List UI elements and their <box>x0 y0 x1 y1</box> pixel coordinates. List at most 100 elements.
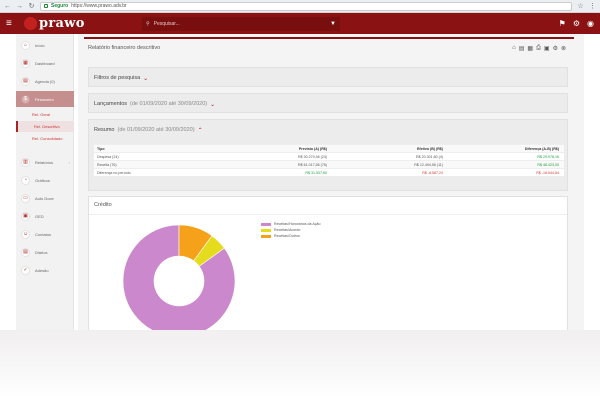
menu-icon[interactable]: ⋮ <box>589 3 596 10</box>
legend-label: Receitas/Acordo <box>274 228 301 232</box>
sidebar-item-label: Gráficos <box>35 177 50 183</box>
folder-icon: ▣ <box>21 211 30 221</box>
lancamentos-panel[interactable]: Lançamentos (de 01/09/2020 até 30/09/202… <box>88 93 568 113</box>
column-header: Tipo <box>97 146 105 151</box>
calendar-icon: ▤ <box>21 76 30 86</box>
logo[interactable]: prawo <box>24 16 142 31</box>
sidebar-item-label: GED <box>35 213 44 219</box>
sidebar-subitem-rel-consolidado[interactable]: Rel. Consolidado <box>16 133 74 144</box>
save-icon[interactable]: ▣ <box>543 46 550 52</box>
sidebar-item-label: Adesão <box>35 267 49 273</box>
donut-chart <box>122 224 236 330</box>
home-icon[interactable]: ⌂ <box>512 45 516 51</box>
donut-slice[interactable] <box>122 224 236 330</box>
legend-swatch <box>261 234 271 238</box>
search-icon: ⚲ <box>146 20 150 27</box>
donut-slice[interactable] <box>178 224 213 262</box>
secure-label: Seguro <box>51 3 69 9</box>
table-row: Receita (76) R$ 61.017,56 (76) R$ 12.494… <box>94 160 564 168</box>
notifications-icon[interactable]: ⚑ <box>558 19 566 28</box>
search-input[interactable]: Pesquisar... <box>153 20 180 27</box>
sidebar-item-label: Relatórios <box>35 159 54 165</box>
table-header-row: Tipo Previsto (A) (R$) Efetivo (B) (R$) … <box>94 144 564 152</box>
table-cell: R$ 48.423,00 <box>537 162 559 167</box>
resumo-header[interactable]: Resumo (de 01/09/2020 até 30/09/2020) ⌃ <box>89 120 567 140</box>
back-icon[interactable]: ← <box>4 2 11 10</box>
main-content: Relatório financeiro descritivo ⌂ ▤ ▦ ⎙ … <box>78 34 584 330</box>
sidebar-subitem-rel-geral[interactable]: Rel. Geral <box>16 109 74 120</box>
filters-header[interactable]: Filtros de pesquisa ⌄ <box>89 68 567 88</box>
sidebar-item-label: Financeiro <box>35 96 54 102</box>
hamburger-icon[interactable]: ≡ <box>6 18 12 29</box>
dollar-icon: $ <box>21 94 30 104</box>
sidebar-subitem-label: Rel. Geral <box>32 112 51 117</box>
header-divider <box>84 37 574 39</box>
sidebar: ⌂ Início ▦ Dashboard ▤ Agenda (0) $ Fina… <box>16 34 74 330</box>
lancamentos-range: (de 01/09/2020 até 30/09/2020) <box>130 101 208 107</box>
legend-item[interactable]: Receitas/Acordo <box>261 227 321 233</box>
signup-icon: ✓ <box>21 265 30 275</box>
browser-bar: ← → ↻ Seguro https://www.prawo.adv.br ☆ … <box>0 0 600 13</box>
chart-title: Crédito <box>94 202 112 208</box>
excel-icon[interactable]: ▦ <box>527 46 534 52</box>
chevron-down-icon: ⌄ <box>143 75 149 82</box>
legend-item[interactable]: Receitas/Honorários da Ação <box>261 221 321 227</box>
table-cell: R$ -18.544,84 <box>536 170 559 175</box>
contacts-icon: ☺ <box>21 229 30 239</box>
sidebar-item-label: Início <box>35 42 45 48</box>
chevron-up-icon: ⌃ <box>197 127 203 134</box>
sidebar-item-inicio[interactable]: ⌂ Início <box>16 37 74 53</box>
toolbar: ⌂ ▤ ▦ ⎙ ▣ ⚙ ⊗ <box>512 45 566 52</box>
table-cell: R$ 20.301,80 (4) <box>416 154 443 159</box>
app-header: ≡ prawo ⚲ Pesquisar... ▼ ⚑ ⚙ ◉ <box>0 13 600 34</box>
header-icons: ⚑ ⚙ ◉ <box>559 19 594 28</box>
forward-icon[interactable]: → <box>16 2 23 10</box>
table-cell: Receita (76) <box>97 162 117 167</box>
reload-icon[interactable]: ↻ <box>28 3 35 10</box>
url-text: https://www.prawo.adv.br <box>71 3 127 9</box>
pdf-icon[interactable]: ▤ <box>518 46 525 52</box>
sidebar-item-adesao[interactable]: ✓ Adesão <box>16 262 74 278</box>
table-cell: Despesa (24) <box>97 154 119 159</box>
chevron-right-icon: › <box>68 159 70 165</box>
lancamentos-title: Lançamentos <box>94 101 128 107</box>
filters-panel[interactable]: Filtros de pesquisa ⌄ <box>88 67 568 87</box>
table-row: Diferença no período R$ 31.537,60 R$ -8.… <box>94 168 564 176</box>
sidebar-item-auto-doce[interactable]: ▭ Auto Doce <box>16 190 74 206</box>
user-icon[interactable]: ◉ <box>587 19 594 28</box>
sidebar-item-financeiro[interactable]: $ Financeiro ▾ <box>16 91 74 107</box>
column-header: Efetivo (B) (R$) <box>417 146 443 151</box>
sidebar-item-relatorios[interactable]: ▥ Relatórios › <box>16 154 74 170</box>
sidebar-item-label: Agenda (0) <box>35 78 55 84</box>
close-icon[interactable]: ⊗ <box>560 46 566 52</box>
lancamentos-header[interactable]: Lançamentos (de 01/09/2020 até 30/09/202… <box>89 94 567 114</box>
sidebar-subitem-rel-descritivo[interactable]: Rel. Descritivo <box>16 121 74 132</box>
sidebar-item-graficos[interactable]: ◔ Gráficos <box>16 172 74 188</box>
chart-legend: Receitas/Honorários da Ação Receitas/Acor… <box>261 221 321 239</box>
resumo-title: Resumo <box>94 127 115 133</box>
document-icon: ▭ <box>21 193 30 203</box>
table-cell: R$ -8.587,24 <box>422 170 443 175</box>
legend-item[interactable]: Receitas/Outros <box>261 233 321 239</box>
logo-text: prawo <box>39 16 85 31</box>
settings-icon[interactable]: ⚙ <box>572 19 581 28</box>
column-header: Diferença (A-B) (R$) <box>524 146 559 151</box>
table-row: Despesa (24) R$ 30.279,46 (24) R$ 20.301… <box>94 152 564 160</box>
search-bar[interactable]: ⚲ Pesquisar... ▼ <box>142 16 340 31</box>
table-cell: Diferença no período <box>97 170 131 175</box>
filter-icon[interactable]: ▼ <box>330 20 336 27</box>
star-icon[interactable]: ☆ <box>577 3 584 10</box>
chevron-down-icon: ⌄ <box>210 101 216 108</box>
settings-icon[interactable]: ⚙ <box>552 46 558 52</box>
print-icon[interactable]: ⎙ <box>536 45 541 51</box>
sidebar-item-dashboard[interactable]: ▦ Dashboard <box>16 55 74 71</box>
sidebar-item-contatos[interactable]: ☺ Contatos <box>16 226 74 242</box>
sidebar-item-agenda[interactable]: ▤ Agenda (0) <box>16 73 74 89</box>
sidebar-item-ged[interactable]: ▣ GED <box>16 208 74 224</box>
legend-label: Receitas/Outros <box>274 234 300 238</box>
sidebar-subitem-label: Rel. Descritivo <box>34 124 60 129</box>
address-bar[interactable]: Seguro https://www.prawo.adv.br <box>40 1 572 11</box>
sidebar-item-diarios[interactable]: ▤ Diários <box>16 244 74 260</box>
page-title: Relatório financeiro descritivo <box>88 45 161 51</box>
